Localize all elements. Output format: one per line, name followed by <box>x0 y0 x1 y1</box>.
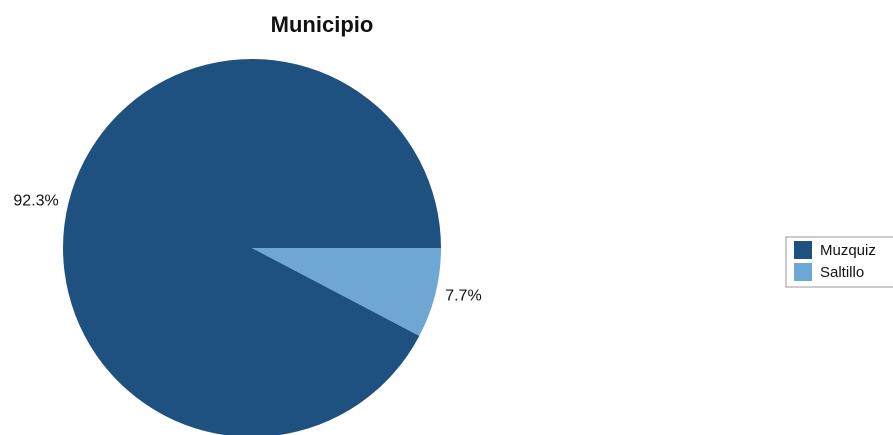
legend-swatch-saltillo <box>794 263 812 281</box>
pie-slices <box>63 59 441 435</box>
slice-labels: 92.3% 7.7% <box>13 192 481 304</box>
slice-label-saltillo: 7.7% <box>445 288 481 305</box>
chart-title: Municipio <box>271 12 374 37</box>
pie-slice-saltillo <box>252 248 441 336</box>
pie-slice-muzquiz <box>63 59 441 435</box>
legend-label-muzquiz: Muzquiz <box>820 242 876 259</box>
legend: Muzquiz Saltillo <box>785 236 893 288</box>
legend-label-saltillo: Saltillo <box>820 264 864 281</box>
legend-swatch-muzquiz <box>794 241 812 259</box>
slice-label-muzquiz: 92.3% <box>13 192 58 209</box>
